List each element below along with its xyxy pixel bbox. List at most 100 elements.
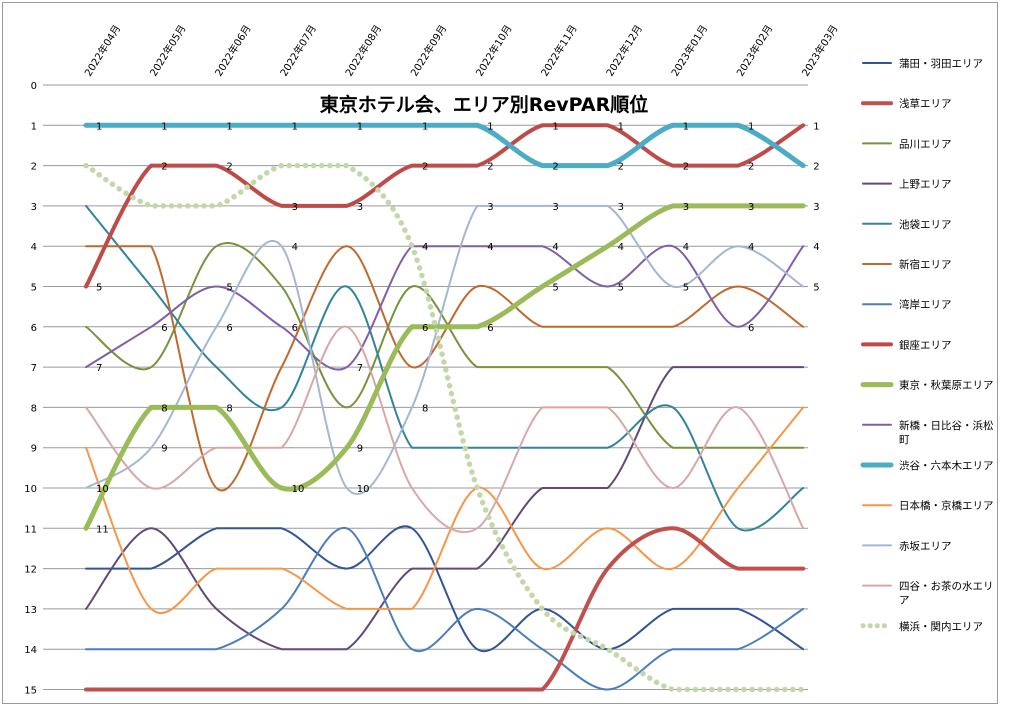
data-label: 3 [618, 202, 624, 213]
data-label: 3 [552, 202, 558, 213]
legend-label: 新宿エリア [899, 258, 952, 271]
data-label: 1 [96, 121, 102, 132]
series-line-0 [85, 525, 805, 653]
legend-label: 渋谷・六本木エリア [899, 459, 994, 472]
data-label: 1 [422, 121, 428, 132]
x-tick-label: 2022年04月 [82, 22, 124, 78]
x-axis-ticks: 2022年04月 2022年05月 2022年06月 2022年07月 2022年08月… [82, 22, 841, 78]
series-lines [83, 122, 806, 693]
data-label: 5 [226, 283, 232, 294]
data-label: 7 [357, 363, 363, 374]
legend-label: 蒲田・羽田エリア [899, 57, 983, 70]
data-label: 6 [161, 323, 167, 334]
data-label: 1 [552, 121, 558, 132]
series-line-11 [85, 406, 805, 614]
legend-label: 浅草エリア [899, 97, 952, 110]
data-label: 5 [813, 283, 819, 294]
legend-label: 日本橋・京橋エリア [899, 499, 994, 512]
y-tick-label: 0 [31, 81, 37, 92]
data-label: 6 [487, 323, 493, 334]
data-label: 6 [292, 323, 298, 334]
legend-label: 銀座エリア [899, 338, 952, 351]
data-label: 10 [357, 484, 370, 495]
data-label: 2 [487, 162, 493, 173]
data-label: 1 [226, 121, 232, 132]
data-label: 10 [292, 484, 305, 495]
chart-title: 東京ホテル会、エリア別RevPAR順位 [320, 93, 648, 116]
y-tick-label: 6 [31, 323, 37, 334]
grid-lines [43, 84, 808, 690]
legend: 蒲田・羽田エリア浅草エリア品川エリア上野エリア池袋エリア新宿エリア湾岸エリア銀座… [860, 57, 994, 633]
data-label: 4 [683, 242, 689, 253]
data-label: 2 [683, 162, 689, 173]
y-tick-label: 15 [24, 686, 37, 697]
series-line-10 [83, 122, 806, 169]
legend-label: 四谷・お茶の水エリ [899, 580, 994, 593]
x-tick-label: 2022年06月 [212, 22, 254, 78]
rank-line-chart: 2022年04月 2022年05月 2022年06月 2022年07月 2022年08月… [24, 22, 994, 697]
x-tick-label: 2022年07月 [277, 22, 319, 78]
y-tick-label: 14 [24, 645, 37, 656]
data-label: 4 [422, 242, 428, 253]
series-line-7 [84, 123, 806, 289]
series-line-12 [85, 204, 805, 496]
y-tick-label: 4 [31, 242, 37, 253]
y-tick-label: 7 [31, 363, 37, 374]
series-line-8 [83, 203, 806, 531]
y-tick-label: 13 [24, 605, 37, 616]
x-tick-label: 2023年01月 [668, 22, 710, 78]
data-label: 1 [357, 121, 363, 132]
legend-label: 品川エリア [899, 138, 952, 150]
legend-label: 湾岸エリア [899, 298, 952, 311]
data-label: 1 [487, 121, 493, 132]
data-label: 7 [96, 363, 102, 374]
y-tick-label: 5 [31, 283, 37, 294]
x-tick-label: 2022年08月 [342, 22, 384, 78]
data-label: 6 [422, 323, 428, 334]
data-label: 4 [618, 242, 624, 253]
y-tick-label: 11 [24, 524, 37, 535]
data-label: 8 [226, 403, 232, 414]
data-label: 1 [813, 121, 819, 132]
legend-label: 横浜・関内エリア [899, 620, 983, 633]
legend-label: ア [899, 595, 910, 607]
y-tick-label: 8 [31, 403, 37, 414]
legend-label: 赤坂エリア [899, 540, 952, 552]
data-label: 5 [96, 283, 102, 294]
data-label: 9 [357, 444, 363, 455]
series-line-13 [85, 325, 805, 534]
data-label: 6 [748, 323, 754, 334]
data-label: 1 [748, 121, 754, 132]
series-line-5 [85, 245, 805, 492]
y-tick-label: 9 [31, 444, 37, 455]
y-tick-label: 12 [24, 565, 37, 576]
data-label: 3 [683, 202, 689, 213]
y-tick-label: 1 [31, 121, 37, 132]
chart-frame: 2022年04月 2022年05月 2022年06月 2022年07月 2022年08月… [2, 2, 998, 704]
data-label: 2 [226, 162, 232, 173]
legend-label: 上野エリア [899, 179, 952, 191]
data-label: 2 [552, 162, 558, 173]
data-label: 6 [226, 323, 232, 334]
data-label: 4 [552, 242, 558, 253]
data-label: 3 [487, 202, 493, 213]
x-tick-label: 2023年02月 [734, 22, 776, 78]
data-label: 4 [487, 242, 493, 253]
series-line-9 [85, 244, 805, 371]
y-tick-label: 10 [24, 484, 37, 495]
legend-label: 新橋・日比谷・浜松 [899, 419, 994, 432]
data-label: 9 [161, 444, 167, 455]
y-tick-label: 2 [31, 162, 37, 173]
series-line-2 [85, 241, 805, 449]
data-label: 4 [748, 242, 754, 253]
data-label: 5 [552, 283, 558, 294]
legend-label: 東京・秋葉原エリア [899, 379, 994, 392]
data-label: 4 [813, 242, 819, 253]
data-label: 4 [292, 242, 298, 253]
data-label: 1 [161, 121, 167, 132]
data-label: 2 [813, 162, 819, 173]
data-label: 2 [422, 162, 428, 173]
data-label: 1 [292, 121, 298, 132]
x-tick-label: 2022年09月 [408, 22, 450, 78]
